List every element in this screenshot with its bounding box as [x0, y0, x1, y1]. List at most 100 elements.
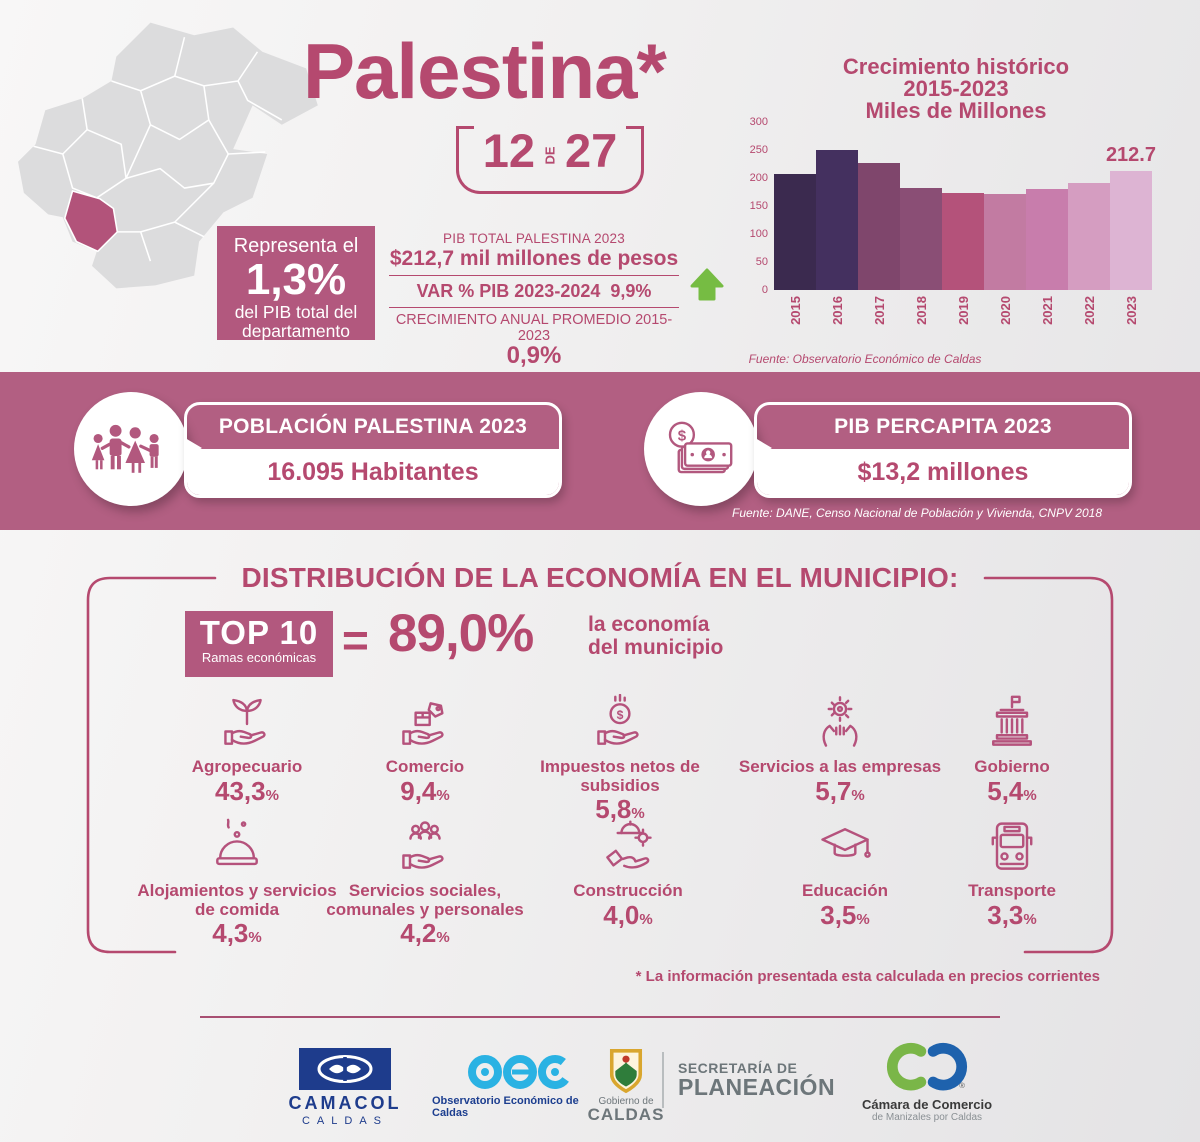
bracket-cap-left [459, 126, 474, 129]
percapita-bubble: $ [644, 392, 758, 506]
page-title: Palestina* [303, 27, 667, 115]
sector-name: Educación [802, 881, 888, 900]
sector-box-hand: Comercio 9,4% [340, 694, 510, 805]
sector-value: 5,8% [595, 794, 645, 825]
bus-icon [982, 818, 1042, 878]
sector-sprout-hand: Agropecuario 43,3% [142, 694, 352, 805]
bar-annotation: 212.7 [1105, 143, 1156, 166]
percapita-value: $13,2 millones [757, 449, 1129, 495]
sector-value: 43,3% [215, 775, 279, 806]
sector-value: 5,4% [987, 775, 1037, 806]
rank-number-2: 27 [565, 124, 618, 177]
top10-label: TOP 10 [199, 614, 319, 651]
percapita-box: PIB PERCAPITA 2023 $13,2 millones [754, 402, 1132, 498]
growth-up-arrow-icon [690, 268, 724, 301]
footer-vertical-divider [662, 1052, 664, 1108]
svg-text:$: $ [678, 427, 687, 444]
x-tick-2023: 2023 [1123, 296, 1139, 325]
caldas-shield-icon [609, 1049, 643, 1094]
gear-hands-icon [810, 694, 870, 754]
top10-sub: Ramas económicas [201, 649, 317, 665]
sector-grad-cap: Educación 3,5% [753, 818, 938, 929]
sector-value: 5,7% [815, 775, 865, 806]
x-tick-2020: 2020 [997, 296, 1013, 325]
sector-name: Construcción [573, 881, 683, 900]
gobierno-line1: Gobierno de [598, 1096, 654, 1107]
bar-2015 [774, 122, 816, 290]
distribution-panel-border [86, 576, 1114, 954]
bracket-cap-right [626, 126, 641, 129]
bar-rect [1068, 183, 1110, 290]
bar-2021 [1026, 122, 1068, 290]
camara-line2: de Manizales por Caldas [871, 1112, 983, 1123]
share-intro: Representa el [233, 235, 359, 257]
rank-connector: DE [542, 146, 558, 165]
sector-government: Gobierno 5,4% [927, 694, 1097, 805]
pib-var-label: VAR % PIB 2023-2024 9,9% [416, 281, 652, 301]
gobierno-caldas-logo: Gobierno de CALDAS [586, 1048, 666, 1123]
sector-helmet-hand: Construcción 4,0% [531, 818, 726, 929]
chart-source: Fuente: Observatorio Económico de Caldas [748, 352, 982, 366]
camara-comercio-logo: ® Cámara de Comercio de Manizales por Ca… [838, 1042, 1016, 1123]
oec-mark-icon [467, 1055, 572, 1089]
government-icon [982, 694, 1042, 754]
pib-growth-label: CRECIMIENTO ANUAL PROMEDIO 2015-2023 [395, 312, 673, 344]
pib-var-value: 9,9% [610, 281, 652, 301]
sector-coin-hand: Impuestos netos de subsidios 5,8% [540, 694, 700, 824]
population-value: 16.095 Habitantes [187, 449, 559, 495]
bar-2022 [1068, 122, 1110, 290]
sector-people-hand: Servicios sociales, comunales y personal… [308, 818, 543, 948]
camacol-sub: CALDAS [301, 1115, 389, 1127]
top10-box: TOP 10 Ramas económicas [185, 611, 333, 677]
chart-plot-area: 300 250 200 150 100 50 0 212.7 [750, 116, 1156, 296]
caldas-map [18, 22, 318, 289]
population-bubble [74, 392, 188, 506]
divider [389, 307, 679, 308]
stats-banner: POBLACIÓN PALESTINA 2023 16.095 Habitant… [0, 372, 1200, 530]
pib-total-value: $212,7 mil millones de pesos [389, 247, 679, 270]
chart-bars: 212.7 [774, 122, 1156, 290]
pib-summary: PIB TOTAL PALESTINA 2023 $212,7 mil mill… [383, 231, 724, 368]
chart-title: Crecimiento histórico 2015-2023 Miles de M… [842, 54, 1070, 123]
y-tick-label: 250 [749, 144, 768, 156]
bar-rect [1026, 189, 1068, 290]
bar-rect [858, 163, 900, 290]
sector-name: Servicios a las empresas [738, 757, 942, 776]
footer-divider [200, 1016, 1000, 1018]
x-tick-2022: 2022 [1081, 296, 1097, 325]
x-tick-2016: 2016 [829, 296, 845, 325]
x-tick-2017: 2017 [871, 296, 887, 325]
oec-caption: Observatorio Económico de Caldas [432, 1095, 579, 1119]
rank-number-1: 12 [482, 124, 535, 177]
money-icon: $ [668, 421, 733, 474]
x-tick-2019: 2019 [955, 296, 971, 325]
bar-2016 [816, 122, 858, 290]
pib-share-box: Representa el 1,3% del PIB total del dep… [217, 226, 375, 342]
sector-gear-hands: Servicios a las empresas 5,7% [718, 694, 963, 805]
sprout-hand-icon [217, 694, 277, 754]
sector-name: Transporte [968, 881, 1056, 900]
y-tick-label: 100 [749, 228, 768, 240]
x-tick-2021: 2021 [1039, 296, 1055, 325]
rank-badge: 12 DE 27 [456, 126, 644, 194]
sector-value: 4,3% [212, 918, 262, 949]
bar-2017 [858, 122, 900, 290]
sector-name: Agropecuario [191, 757, 303, 776]
sector-name: Impuestos netos de subsidios [540, 757, 700, 795]
footnote: * La información presentada esta calcula… [635, 968, 1100, 985]
top10-share-caption: la economía del municipio [588, 613, 724, 659]
coin-hand-icon [590, 694, 650, 754]
top10-share-value: 89,0% [388, 604, 534, 663]
bar-rect [774, 174, 816, 290]
svg-text:®: ® [959, 1081, 965, 1090]
percapita-header: PIB PERCAPITA 2023 [834, 415, 1052, 438]
share-caption: del PIB total del departamento [234, 301, 358, 342]
sector-value: 3,3% [987, 899, 1037, 930]
y-tick-label: 50 [755, 256, 768, 268]
cloche-icon [207, 818, 267, 878]
sector-value: 4,2% [400, 918, 450, 949]
historic-growth-chart: Crecimiento histórico 2015-2023 Miles de M… [732, 56, 1180, 340]
y-tick-label: 300 [749, 116, 768, 128]
divider [389, 275, 679, 276]
x-tick-2018: 2018 [913, 296, 929, 325]
